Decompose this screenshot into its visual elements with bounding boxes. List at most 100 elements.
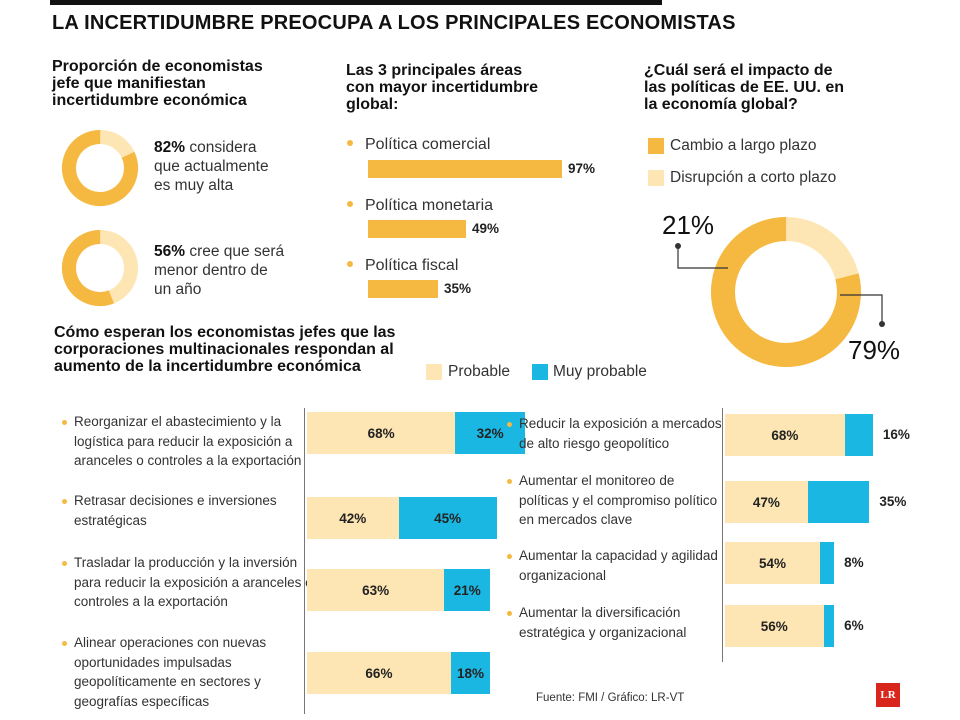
page-title: LA INCERTIDUMBRE PREOCUPA A LOS PRINCIPA… [52, 12, 736, 34]
bar-segment-probable: 47% [725, 481, 808, 523]
stat-56-pct: 56% [154, 243, 186, 260]
bar-segment-muy-probable: 45% [398, 497, 497, 539]
impact-label-long: 79% [848, 335, 901, 365]
response-text-line: aranceles o controles a la exportación [74, 453, 302, 468]
stat-82-text: que actualmente [154, 158, 269, 175]
section1-heading-line: jefe que manifiestan [52, 75, 206, 92]
section2-heading-line: global: [346, 96, 399, 113]
response-text: Aumentar el monitoreo de políticas y el c… [519, 471, 717, 530]
section2-heading: Las 3 principales áreas con mayor incert… [346, 62, 538, 113]
donut-82-slice [62, 130, 138, 206]
bar-label-muy-probable: 16% [882, 427, 910, 442]
bar-label-muy-probable: 35% [879, 494, 907, 509]
section4-heading-line: corporaciones multinacionales respondan … [54, 341, 394, 358]
area-bar [368, 220, 466, 238]
section3-heading: ¿Cuál será el impacto de las políticas d… [644, 62, 844, 113]
response-text-line: Trasladar la producción y la inversión [74, 555, 298, 570]
source-note: Fuente: FMI / Gráfico: LR-VT [536, 692, 685, 704]
bullet-icon [507, 611, 512, 616]
section2-heading-line: con mayor incertidumbre [346, 79, 539, 96]
legend-probable: Probable [448, 363, 511, 380]
response-text: Reorganizar el abastecimiento y la logíst… [74, 412, 301, 471]
stacked-bar: 66% 18% [307, 652, 491, 694]
bar-segment-muy-probable: 21% [444, 569, 491, 611]
bar-segment-probable: 68% [307, 412, 456, 454]
stacked-bar: 54% [725, 542, 835, 584]
response-text-line: geografías específicas [74, 693, 210, 709]
bullet-icon [62, 499, 67, 504]
bar-segment-muy-probable [807, 481, 870, 523]
response-text-line: políticas y el compromiso político [519, 492, 718, 508]
bar-segment-probable: 42% [307, 497, 399, 539]
section1-heading-line: Proporción de economistas [52, 58, 263, 75]
bullet-icon [347, 260, 353, 267]
stat-82-text: considera [185, 139, 257, 156]
legend-swatch-long [648, 138, 664, 154]
response-text-line: de alto riesgo geopolítico [519, 435, 670, 451]
stat-56: 56% cree que será menor dentro de un año [154, 242, 284, 299]
stacked-bar: 63% 21% [307, 569, 491, 611]
section3-heading-line: las políticas de EE. UU. en [644, 79, 845, 96]
response-text-line: controles a la exportación [74, 594, 228, 609]
bar-segment-muy-probable: 32% [455, 412, 525, 454]
area-bar-label: 97% [568, 161, 596, 176]
bar-segment-probable: 56% [725, 605, 824, 647]
response-text-line: estratégicas [74, 512, 147, 528]
leader-line-short [677, 246, 728, 269]
stacked-bar: 47% [725, 481, 870, 523]
stacked-bar: 42% 45% [307, 497, 497, 539]
section1-heading: Proporción de economistas jefe que manif… [52, 58, 263, 109]
legend-swatch-probable [426, 364, 442, 380]
impact-slice-long [711, 217, 861, 367]
legend-swatch-short [648, 170, 664, 186]
bullet-icon [507, 554, 512, 559]
bullet-icon [62, 561, 67, 566]
lr-logo: LR [876, 683, 900, 707]
response-text-line: Reducir la exposición a mercados [519, 416, 722, 431]
response-text-line: Aumentar la diversificación [519, 605, 681, 620]
response-text: Aumentar la capacidad y agilidad organiza… [519, 546, 718, 585]
response-text-line: Aumentar el monitoreo de [519, 473, 675, 488]
bar-label-muy-probable: 8% [844, 555, 864, 570]
area-bar-label: 49% [472, 221, 500, 236]
bar-segment-muy-probable [820, 542, 835, 584]
response-text: Alinear operaciones con nuevas oportunida… [74, 633, 266, 711]
axis-right [722, 408, 723, 662]
area-bar [368, 280, 438, 298]
response-text: Trasladar la producción y la inversión pa… [74, 553, 313, 612]
stat-82-text: es muy alta [154, 177, 234, 194]
bar-segment-probable: 54% [725, 542, 821, 584]
response-text-line: geopolíticamente en sectores y [74, 674, 261, 689]
stacked-bar: 68% [725, 414, 873, 456]
impact-label-short: 21% [662, 210, 715, 240]
stacked-bar: 68% 32% [307, 412, 525, 454]
donut-56 [62, 230, 138, 306]
section3-heading-line: ¿Cuál será el impacto de [644, 62, 833, 79]
response-text-line: Reorganizar el abastecimiento y la [74, 414, 282, 429]
response-text-line: en mercados clave [519, 512, 633, 527]
impact-donut [675, 217, 885, 367]
bullet-icon [62, 641, 67, 646]
response-text-line: Retrasar decisiones e inversiones [74, 493, 277, 508]
title-rule [50, 0, 662, 5]
stat-56-text: menor dentro de [154, 262, 268, 279]
stat-56-text: un año [154, 281, 202, 298]
stacked-bar: 56% [725, 605, 835, 647]
bar-segment-muy-probable [844, 414, 873, 456]
leader-line-long [840, 294, 883, 324]
response-text-line: para reducir la exposición a aranceles o [74, 574, 313, 590]
area-label: Política fiscal [347, 257, 458, 275]
area-bar-label: 35% [444, 281, 472, 296]
response-text-line: oportunidades impulsadas [74, 654, 232, 670]
response-text-line: Aumentar la capacidad y agilidad [519, 548, 718, 563]
area-label: Política monetaria [347, 197, 493, 215]
bar-segment-probable: 68% [725, 414, 845, 456]
leader-dot-short [675, 243, 681, 249]
bullet-icon [507, 479, 512, 484]
bullet-icon [507, 422, 512, 427]
leader-dot-long [879, 321, 885, 327]
response-text: Aumentar la diversificación estratégica y… [519, 603, 686, 642]
stat-82-pct: 82% [154, 139, 186, 156]
response-text: Reducir la exposición a mercados de alto … [519, 414, 722, 453]
legend-swatch-muy [532, 364, 548, 380]
